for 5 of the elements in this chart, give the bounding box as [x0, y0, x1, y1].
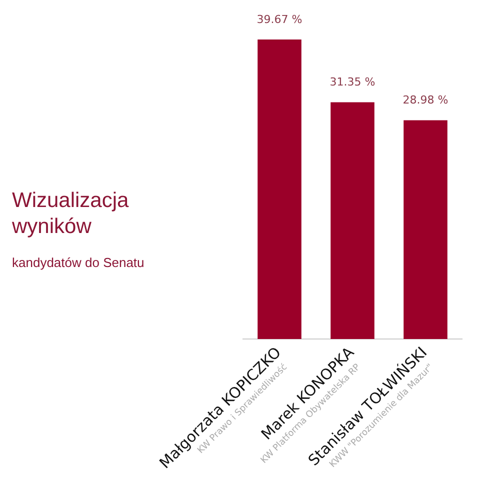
text: Wizualizacja wyników — [12, 188, 130, 240]
text: kandydatów do Senatu — [12, 255, 144, 270]
data-label: 39.67 % — [256, 12, 302, 26]
data-label: 31.35 % — [330, 76, 376, 89]
data-label: 28.98 % — [402, 94, 448, 107]
